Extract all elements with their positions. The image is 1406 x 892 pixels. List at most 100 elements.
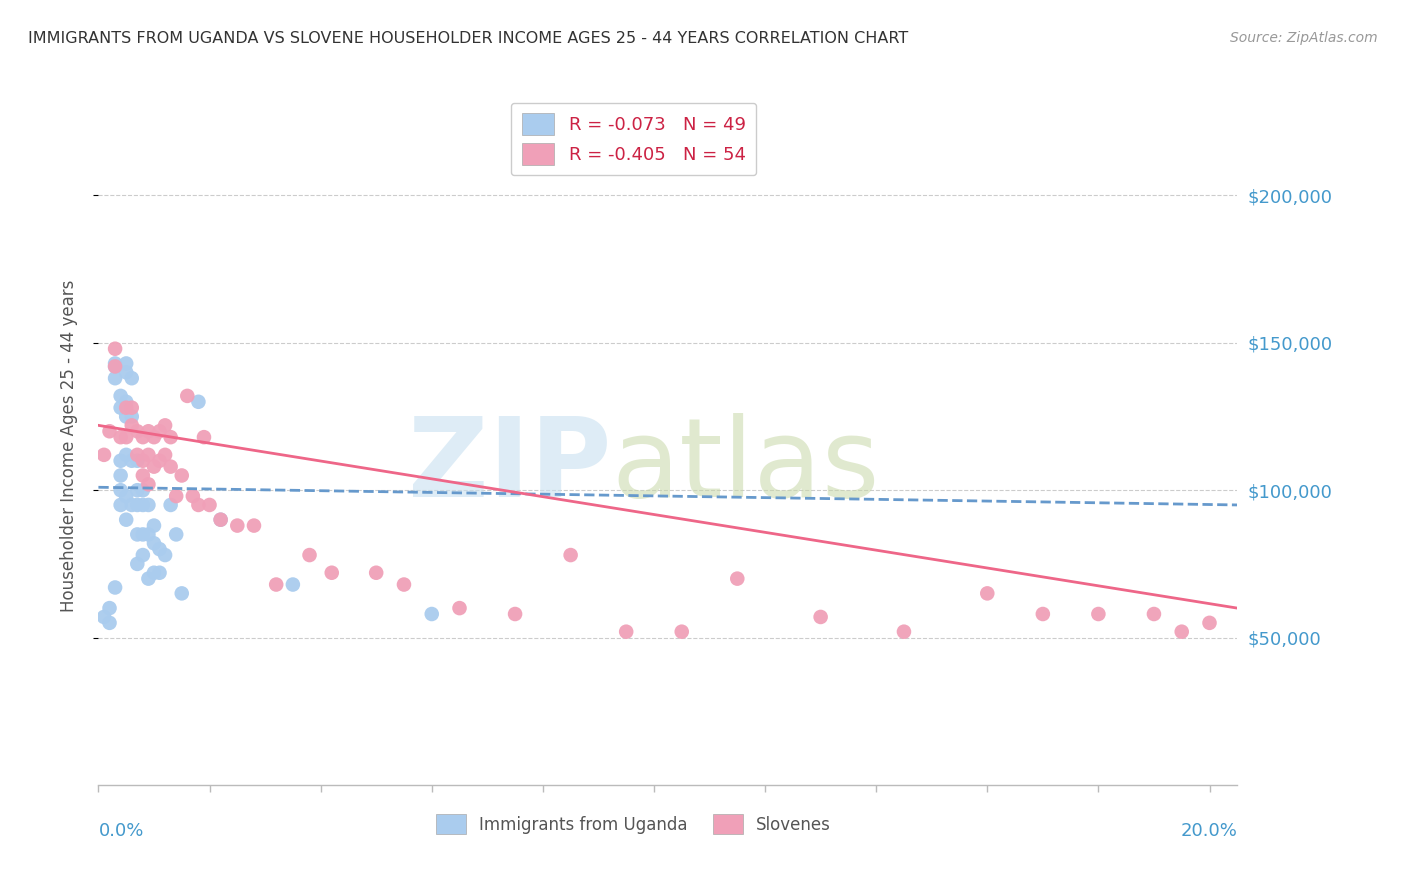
Point [110, 468, 132, 483]
Point [366, 566, 388, 580]
Point [93, 610, 115, 624]
Point [98, 424, 121, 438]
Point [143, 566, 166, 580]
Point [449, 601, 471, 615]
Point [115, 356, 138, 370]
Point [138, 424, 160, 438]
Point [132, 548, 155, 562]
Text: Source: ZipAtlas.com: Source: ZipAtlas.com [1230, 31, 1378, 45]
Point [1032, 607, 1054, 621]
Point [132, 527, 155, 541]
Point [115, 448, 138, 462]
Point [148, 424, 170, 438]
Point [170, 586, 193, 600]
Point [725, 572, 748, 586]
Point [1170, 624, 1192, 639]
Point [170, 468, 193, 483]
Point [159, 498, 181, 512]
Point [110, 454, 132, 468]
Point [110, 389, 132, 403]
Point [209, 513, 232, 527]
Point [392, 577, 415, 591]
Point [1143, 607, 1166, 621]
Text: atlas: atlas [612, 413, 879, 520]
Point [143, 536, 166, 550]
Point [226, 518, 249, 533]
Text: 20.0%: 20.0% [1181, 822, 1237, 840]
Point [121, 418, 143, 433]
Point [138, 477, 160, 491]
Point [110, 401, 132, 415]
Point [176, 389, 198, 403]
Point [104, 342, 127, 356]
Point [115, 430, 138, 444]
Point [1198, 615, 1220, 630]
Point [810, 610, 832, 624]
Point [153, 448, 176, 462]
Point [115, 401, 138, 415]
Point [98, 601, 121, 615]
Point [138, 448, 160, 462]
Point [132, 454, 155, 468]
Point [187, 498, 209, 512]
Point [209, 513, 232, 527]
Point [110, 498, 132, 512]
Point [121, 371, 143, 385]
Point [132, 498, 155, 512]
Point [181, 489, 204, 503]
Point [104, 356, 127, 370]
Point [671, 624, 693, 639]
Point [159, 430, 181, 444]
Point [104, 581, 127, 595]
Point [298, 548, 321, 562]
Point [281, 577, 304, 591]
Point [614, 624, 637, 639]
Point [503, 607, 526, 621]
Point [127, 498, 149, 512]
Point [132, 468, 155, 483]
Point [165, 489, 187, 503]
Point [121, 401, 143, 415]
Point [420, 607, 443, 621]
Point [104, 359, 127, 374]
Point [138, 498, 160, 512]
Point [93, 448, 115, 462]
Point [115, 489, 138, 503]
Point [143, 459, 166, 474]
Point [115, 365, 138, 379]
Point [143, 518, 166, 533]
Point [121, 454, 143, 468]
Point [115, 394, 138, 409]
Point [110, 483, 132, 498]
Point [127, 527, 149, 541]
Y-axis label: Householder Income Ages 25 - 44 years: Householder Income Ages 25 - 44 years [59, 280, 77, 612]
Point [127, 454, 149, 468]
Point [132, 483, 155, 498]
Point [127, 557, 149, 571]
Point [148, 542, 170, 557]
Point [1087, 607, 1109, 621]
Point [121, 409, 143, 424]
Point [143, 430, 166, 444]
Point [110, 430, 132, 444]
Legend: Immigrants from Uganda, Slovenes: Immigrants from Uganda, Slovenes [429, 807, 838, 841]
Point [138, 527, 160, 541]
Point [198, 498, 221, 512]
Point [104, 371, 127, 385]
Text: IMMIGRANTS FROM UGANDA VS SLOVENE HOUSEHOLDER INCOME AGES 25 - 44 YEARS CORRELAT: IMMIGRANTS FROM UGANDA VS SLOVENE HOUSEH… [28, 31, 908, 46]
Point [159, 459, 181, 474]
Point [148, 454, 170, 468]
Point [893, 624, 915, 639]
Text: ZIP: ZIP [408, 413, 612, 520]
Text: 0.0%: 0.0% [98, 822, 143, 840]
Point [127, 424, 149, 438]
Point [121, 498, 143, 512]
Point [148, 566, 170, 580]
Point [187, 394, 209, 409]
Point [560, 548, 582, 562]
Point [153, 418, 176, 433]
Point [153, 548, 176, 562]
Point [193, 430, 215, 444]
Point [98, 615, 121, 630]
Point [165, 527, 187, 541]
